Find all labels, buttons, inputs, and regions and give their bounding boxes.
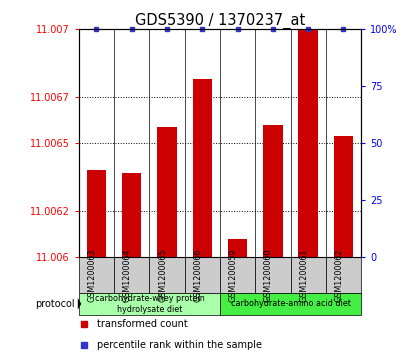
- Text: GSM1200059: GSM1200059: [229, 248, 237, 302]
- Bar: [185, 257, 220, 293]
- Bar: [334, 136, 353, 257]
- Text: GSM1200061: GSM1200061: [299, 248, 308, 302]
- Text: GSM1200066: GSM1200066: [193, 248, 202, 302]
- Bar: [157, 127, 177, 257]
- Bar: [263, 125, 283, 257]
- Bar: [255, 257, 290, 293]
- Text: percentile rank within the sample: percentile rank within the sample: [97, 340, 262, 350]
- Text: GSM1200063: GSM1200063: [88, 248, 96, 302]
- Title: GDS5390 / 1370237_at: GDS5390 / 1370237_at: [135, 13, 305, 29]
- Bar: [193, 79, 212, 257]
- Bar: [228, 238, 247, 257]
- Text: GSM1200065: GSM1200065: [158, 248, 167, 302]
- Text: GSM1200060: GSM1200060: [264, 248, 273, 302]
- Bar: [79, 293, 220, 315]
- Bar: [114, 257, 149, 293]
- Text: GSM1200062: GSM1200062: [334, 248, 344, 302]
- Bar: [122, 172, 142, 257]
- Bar: [298, 29, 318, 257]
- Bar: [290, 257, 326, 293]
- Polygon shape: [78, 298, 81, 310]
- Bar: [220, 293, 361, 315]
- Bar: [79, 257, 114, 293]
- Bar: [220, 257, 255, 293]
- Text: GSM1200064: GSM1200064: [123, 248, 132, 302]
- Bar: [326, 257, 361, 293]
- Bar: [149, 257, 185, 293]
- Bar: [87, 170, 106, 257]
- Text: transformed count: transformed count: [97, 319, 188, 329]
- Text: carbohydrate-amino acid diet: carbohydrate-amino acid diet: [231, 299, 350, 308]
- Text: carbohydrate-whey protein
hydrolysate diet: carbohydrate-whey protein hydrolysate di…: [95, 294, 204, 314]
- Text: protocol: protocol: [35, 299, 75, 309]
